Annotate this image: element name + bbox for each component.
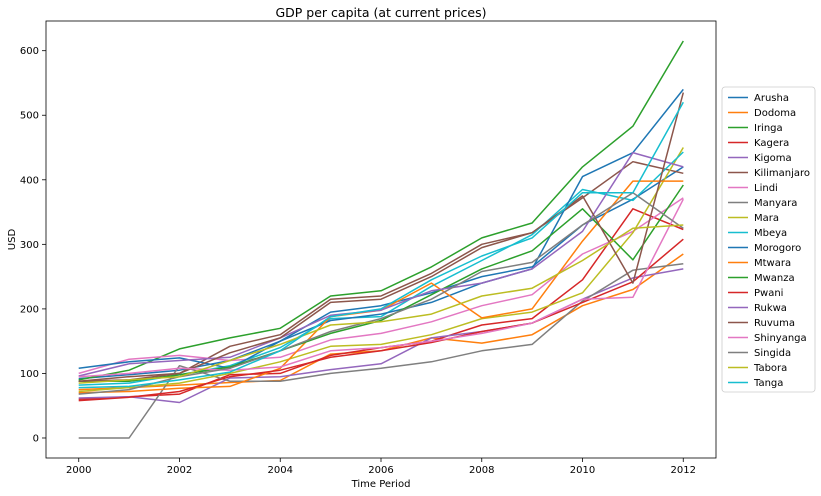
x-tick-label: 2002 — [167, 465, 192, 476]
legend-label: Manyara — [754, 198, 797, 209]
x-tick-label: 2000 — [66, 465, 91, 476]
series-line-manyara — [78, 262, 684, 439]
legend-label: Arusha — [754, 93, 789, 104]
legend-label: Singida — [754, 348, 791, 359]
series-line-pwani — [78, 238, 684, 402]
y-tick-label: 0 — [33, 433, 39, 444]
x-tick-label: 2010 — [570, 465, 595, 476]
legend-label: Lindi — [754, 183, 778, 194]
x-axis: 2000 2002 2004 2006 2008 2010 2012 — [66, 458, 696, 476]
y-tick-label: 200 — [20, 304, 39, 315]
y-tick-label: 500 — [20, 111, 39, 122]
x-tick-label: 2008 — [469, 465, 494, 476]
legend-label: Kigoma — [754, 153, 792, 164]
legend-label: Shinyanga — [754, 333, 807, 344]
series-line-morogoro — [78, 88, 684, 370]
series-line-rukwa — [78, 151, 684, 377]
legend-label: Mwanza — [754, 273, 795, 284]
legend-label: Tabora — [753, 363, 787, 374]
y-axis: 0 100 200 300 400 500 600 — [20, 46, 46, 444]
series-line-shinyanga — [78, 198, 684, 378]
legend-label: Dodoma — [754, 108, 796, 119]
series-line-mara — [78, 147, 684, 393]
legend-label: Rukwa — [754, 303, 787, 314]
x-tick-label: 2012 — [671, 465, 696, 476]
legend-frame — [721, 86, 816, 393]
legend-label: Kagera — [754, 138, 789, 149]
y-tick-label: 100 — [20, 369, 39, 380]
y-axis-label: USD — [7, 229, 18, 251]
legend-label: Iringa — [754, 123, 783, 134]
series-lines — [78, 40, 685, 439]
legend-label: Tanga — [753, 378, 783, 389]
y-tick-label: 400 — [20, 175, 39, 186]
series-line-kigoma — [78, 268, 684, 404]
x-tick-label: 2004 — [268, 465, 293, 476]
legend-label: Morogoro — [754, 243, 801, 254]
y-tick-label: 600 — [20, 46, 39, 57]
series-line-tanga — [78, 101, 684, 389]
legend-label: Ruvuma — [754, 318, 795, 329]
legend-label: Mbeya — [754, 228, 787, 239]
series-line-mwanza — [78, 184, 684, 382]
legend-label: Kilimanjaro — [754, 168, 810, 179]
series-line-tabora — [78, 224, 684, 384]
series-line-lindi — [78, 197, 684, 375]
legend-label: Mara — [754, 213, 779, 224]
legend-label: Pwani — [754, 288, 783, 299]
x-axis-label: Time Period — [351, 479, 411, 490]
series-line-iringa — [78, 40, 684, 381]
series-line-ruvuma — [78, 92, 685, 382]
y-tick-label: 300 — [20, 240, 39, 251]
legend-label: Mtwara — [754, 258, 791, 269]
chart-title: GDP per capita (at current prices) — [275, 5, 486, 20]
x-tick-label: 2006 — [368, 465, 393, 476]
legend: Arusha Dodoma Iringa Kagera Kigoma Kilimanjar… — [721, 86, 816, 393]
